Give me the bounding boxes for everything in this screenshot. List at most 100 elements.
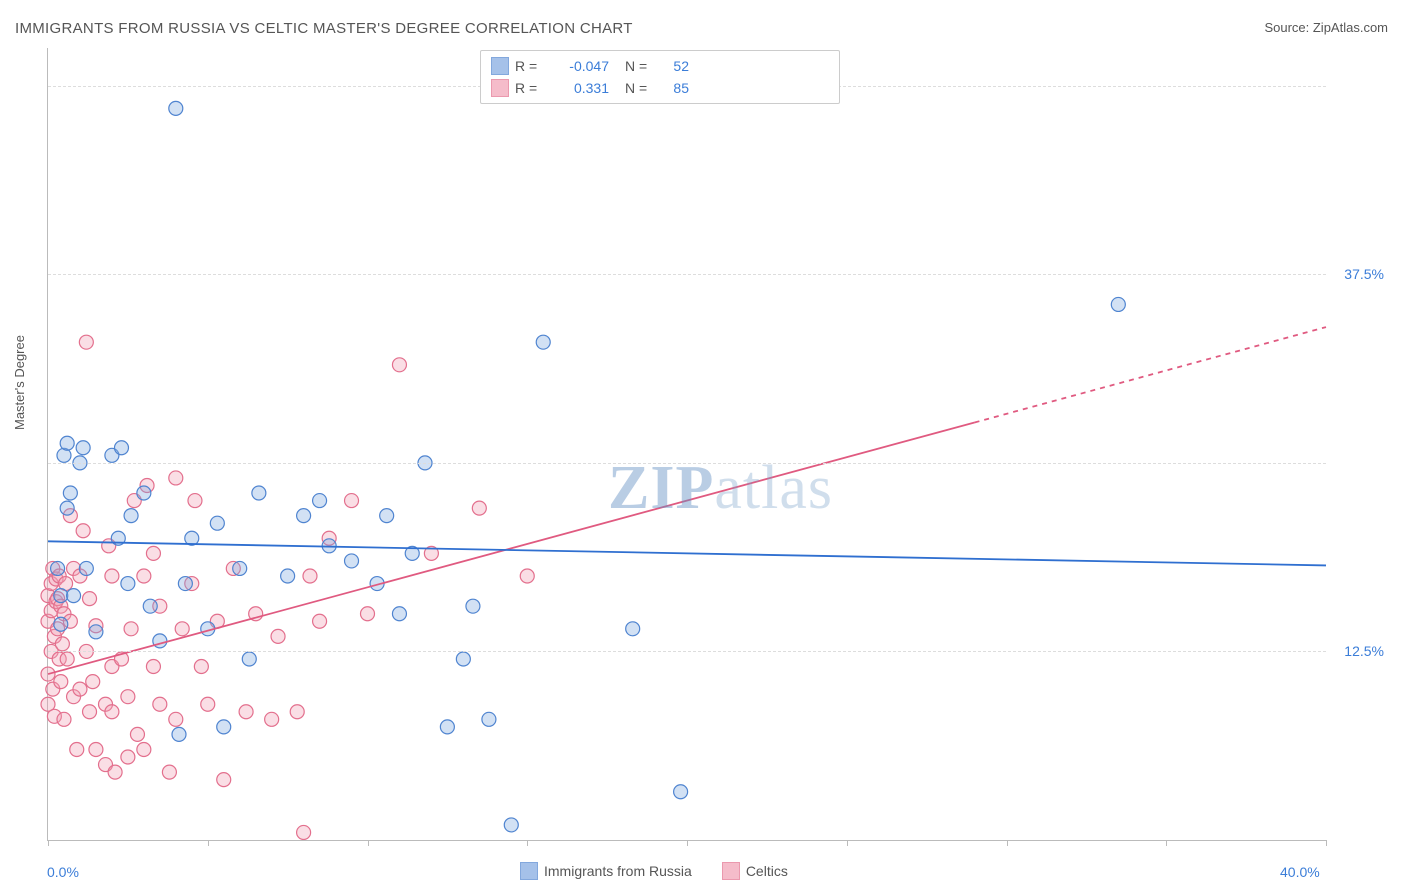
y-axis-label: Master's Degree xyxy=(12,335,27,430)
legend-item: Immigrants from Russia xyxy=(520,862,692,880)
scatter-point-pink xyxy=(130,727,144,741)
scatter-point-blue xyxy=(76,441,90,455)
regression-line-pink xyxy=(48,423,975,675)
scatter-point-blue xyxy=(54,589,68,603)
scatter-point-pink xyxy=(392,358,406,372)
scatter-point-pink xyxy=(201,697,215,711)
scatter-point-pink xyxy=(83,592,97,606)
scatter-point-blue xyxy=(172,727,186,741)
scatter-point-blue xyxy=(79,561,93,575)
legend-swatch-icon xyxy=(491,79,509,97)
scatter-point-pink xyxy=(162,765,176,779)
x-tick xyxy=(1007,840,1008,846)
x-tick xyxy=(687,840,688,846)
chart-title: IMMIGRANTS FROM RUSSIA VS CELTIC MASTER'… xyxy=(15,20,633,37)
legend-label: Celtics xyxy=(746,863,788,879)
scatter-point-blue xyxy=(233,561,247,575)
scatter-point-blue xyxy=(210,516,224,530)
x-tick xyxy=(1326,840,1327,846)
scatter-point-pink xyxy=(137,569,151,583)
scatter-point-pink xyxy=(54,675,68,689)
scatter-point-blue xyxy=(217,720,231,734)
scatter-point-pink xyxy=(290,705,304,719)
scatter-point-blue xyxy=(54,617,68,631)
scatter-point-pink xyxy=(361,607,375,621)
scatter-point-blue xyxy=(67,589,81,603)
scatter-point-blue xyxy=(169,101,183,115)
legend-row-pink: R =0.331N =85 xyxy=(491,77,829,99)
scatter-point-pink xyxy=(313,614,327,628)
legend-r-value: 0.331 xyxy=(549,80,609,96)
scatter-point-pink xyxy=(60,652,74,666)
legend-swatch-icon xyxy=(520,862,538,880)
scatter-point-pink xyxy=(105,705,119,719)
scatter-point-pink xyxy=(121,750,135,764)
legend-correlation: R =-0.047N =52R =0.331N =85 xyxy=(480,50,840,104)
scatter-point-blue xyxy=(626,622,640,636)
legend-swatch-icon xyxy=(491,57,509,75)
scatter-point-blue xyxy=(440,720,454,734)
scatter-point-blue xyxy=(674,785,688,799)
scatter-point-blue xyxy=(504,818,518,832)
scatter-point-pink xyxy=(79,335,93,349)
x-tick-label: 0.0% xyxy=(47,864,79,880)
scatter-point-blue xyxy=(1111,297,1125,311)
scatter-point-pink xyxy=(76,524,90,538)
scatter-point-pink xyxy=(169,471,183,485)
scatter-point-pink xyxy=(146,660,160,674)
legend-row-blue: R =-0.047N =52 xyxy=(491,55,829,77)
source-label: Source: ZipAtlas.com xyxy=(1264,20,1388,35)
scatter-point-blue xyxy=(51,561,65,575)
x-tick xyxy=(847,840,848,846)
scatter-point-blue xyxy=(60,501,74,515)
scatter-point-pink xyxy=(175,622,189,636)
scatter-point-pink xyxy=(89,742,103,756)
scatter-point-pink xyxy=(520,569,534,583)
legend-n-symbol: N = xyxy=(625,58,653,74)
scatter-point-blue xyxy=(63,486,77,500)
scatter-point-blue xyxy=(137,486,151,500)
legend-r-symbol: R = xyxy=(515,80,543,96)
scatter-point-pink xyxy=(57,712,71,726)
x-tick xyxy=(48,840,49,846)
scatter-point-pink xyxy=(83,705,97,719)
scatter-point-pink xyxy=(70,742,84,756)
scatter-point-blue xyxy=(242,652,256,666)
gridline xyxy=(48,651,1326,652)
scatter-point-pink xyxy=(271,629,285,643)
legend-n-symbol: N = xyxy=(625,80,653,96)
x-tick xyxy=(527,840,528,846)
y-tick-label: 37.5% xyxy=(1344,266,1384,282)
regression-line-dashed-pink xyxy=(975,327,1326,422)
scatter-point-blue xyxy=(143,599,157,613)
legend-r-value: -0.047 xyxy=(549,58,609,74)
plot-svg xyxy=(48,48,1326,840)
scatter-point-pink xyxy=(239,705,253,719)
plot-area: ZIPatlas xyxy=(47,48,1326,841)
scatter-point-pink xyxy=(217,773,231,787)
scatter-point-blue xyxy=(124,509,138,523)
chart-container: IMMIGRANTS FROM RUSSIA VS CELTIC MASTER'… xyxy=(0,0,1406,892)
scatter-point-blue xyxy=(178,577,192,591)
scatter-point-pink xyxy=(137,742,151,756)
scatter-point-blue xyxy=(252,486,266,500)
gridline xyxy=(48,274,1326,275)
gridline xyxy=(48,463,1326,464)
scatter-point-blue xyxy=(380,509,394,523)
legend-item: Celtics xyxy=(722,862,788,880)
scatter-point-pink xyxy=(153,697,167,711)
scatter-point-pink xyxy=(188,494,202,508)
scatter-point-pink xyxy=(146,546,160,560)
scatter-point-blue xyxy=(313,494,327,508)
scatter-point-pink xyxy=(55,637,69,651)
x-tick xyxy=(1166,840,1167,846)
legend-label: Immigrants from Russia xyxy=(544,863,692,879)
scatter-point-blue xyxy=(345,554,359,568)
scatter-point-pink xyxy=(194,660,208,674)
scatter-point-blue xyxy=(121,577,135,591)
scatter-point-pink xyxy=(86,675,100,689)
scatter-point-pink xyxy=(73,682,87,696)
scatter-point-blue xyxy=(466,599,480,613)
scatter-point-pink xyxy=(472,501,486,515)
x-tick xyxy=(368,840,369,846)
